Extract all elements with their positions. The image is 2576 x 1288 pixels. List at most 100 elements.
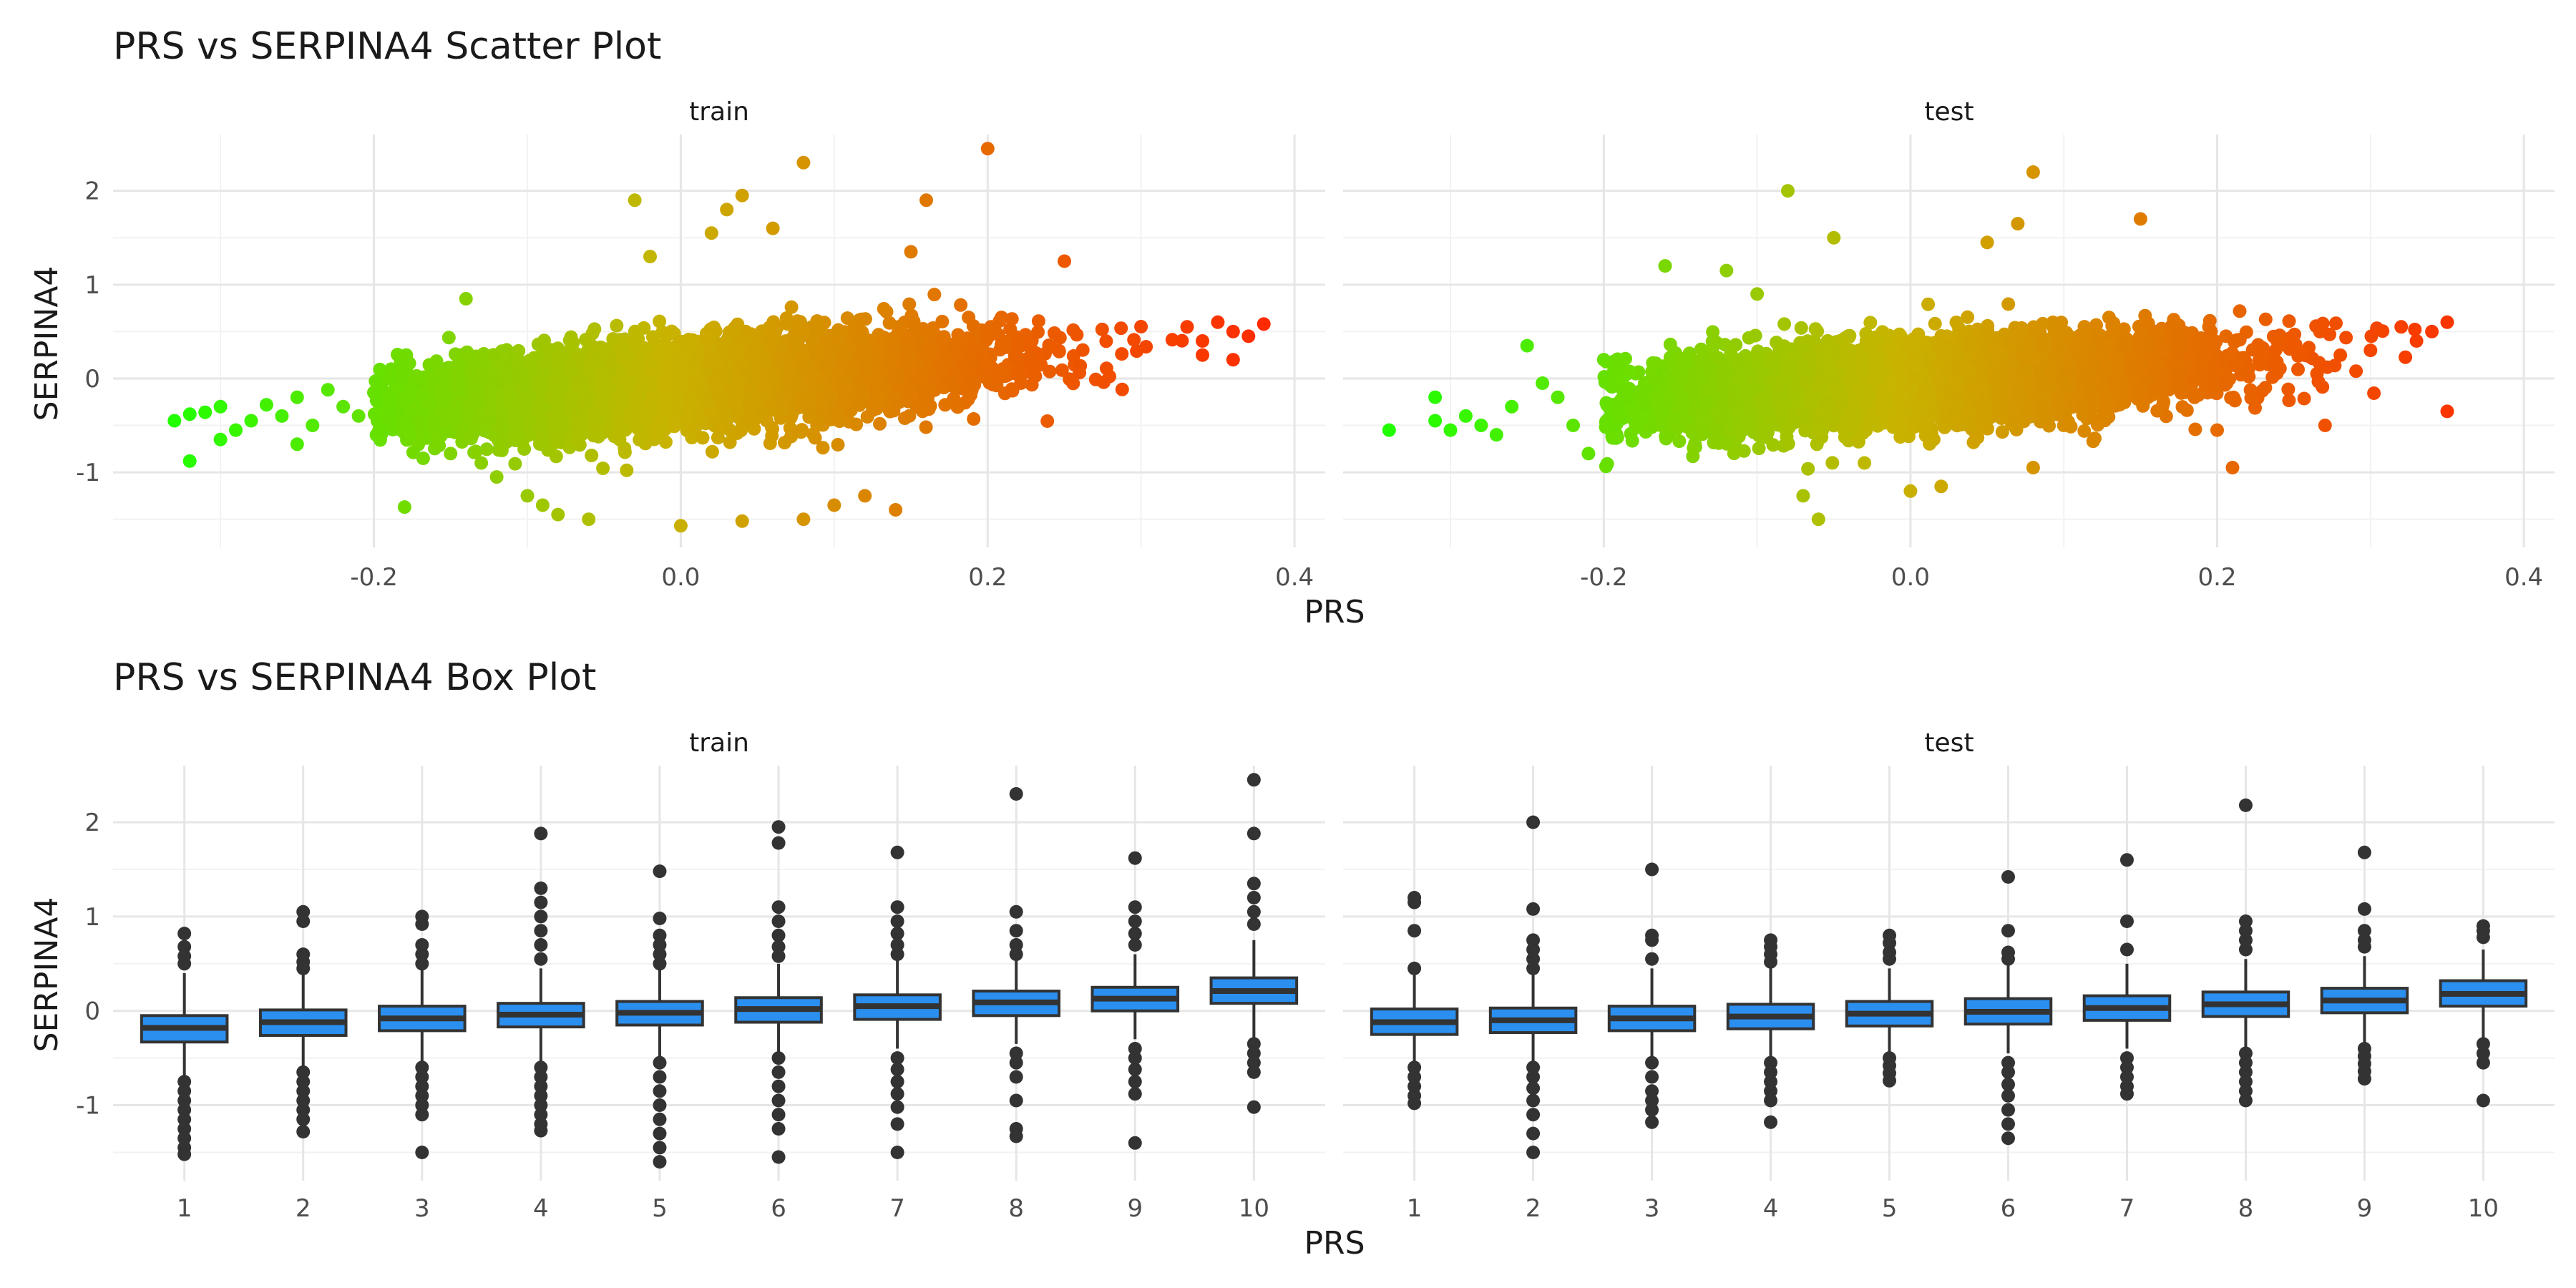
scatter-point <box>369 374 383 389</box>
scatter-point <box>437 379 452 393</box>
scatter-point <box>620 463 634 477</box>
scatter-point <box>487 348 501 362</box>
scatter-point <box>923 399 937 413</box>
scatter-point <box>667 419 681 434</box>
scatter-point <box>984 320 998 334</box>
scatter-point <box>639 413 653 427</box>
scatter-point <box>872 394 886 409</box>
scatter-point <box>1099 334 1113 348</box>
scatter-point <box>831 335 845 349</box>
scatter-point <box>406 445 420 459</box>
scatter-point <box>794 425 808 439</box>
scatter-point <box>436 364 450 378</box>
scatter-point <box>399 392 413 406</box>
scatter-point <box>955 333 969 347</box>
scatter-point <box>1031 325 1045 339</box>
scatter-point <box>927 288 942 302</box>
scatter-point <box>1073 358 1088 373</box>
scatter-point <box>1005 384 1020 398</box>
scatter-point <box>886 371 900 385</box>
scatter-point <box>512 343 526 358</box>
scatter-point <box>1096 375 1111 389</box>
scatter-point <box>396 364 410 378</box>
scatter-point <box>854 335 868 348</box>
scatter-point <box>1114 321 1128 336</box>
scatter-point <box>902 409 917 423</box>
scatter-point <box>778 436 791 450</box>
scatter-point <box>743 401 756 415</box>
scatter-point <box>773 343 787 358</box>
scatter-title: PRS vs SERPINA4 Scatter Plot <box>113 25 661 68</box>
scatter-point <box>707 321 721 334</box>
scatter-point <box>497 368 512 382</box>
scatter-point <box>904 384 919 399</box>
scatter-point <box>806 427 820 441</box>
scatter-point <box>784 300 799 314</box>
scatter-point <box>596 462 610 475</box>
scatter-point <box>452 384 466 399</box>
scatter-point <box>585 449 599 462</box>
scatter-point <box>481 412 495 426</box>
scatter-point <box>535 381 549 395</box>
scatter-point <box>889 388 903 402</box>
scatter-point <box>1003 322 1018 336</box>
scatter-point <box>1031 314 1045 328</box>
scatter-point <box>816 441 830 455</box>
scatter-point <box>967 330 982 344</box>
scatter-point <box>416 452 430 465</box>
scatter-point <box>409 369 424 383</box>
scatter-point <box>1095 322 1109 336</box>
scatter-point <box>902 348 917 363</box>
scatter-point <box>967 412 981 426</box>
scatter-point <box>384 370 398 384</box>
scatter-point <box>1040 414 1055 428</box>
scatter-point <box>838 396 852 410</box>
scatter-point <box>937 330 951 344</box>
scatter-point <box>645 394 660 408</box>
scatter-points <box>167 142 2454 533</box>
scatter-point <box>1066 376 1080 391</box>
scatter-point <box>831 438 845 452</box>
scatter-point <box>467 360 481 374</box>
scatter-point <box>908 321 922 335</box>
scatter-point <box>575 428 588 442</box>
scatter-point <box>902 297 917 311</box>
scatter-point <box>436 391 450 405</box>
scatter-point <box>1134 320 1148 333</box>
scatter-point <box>653 314 667 328</box>
scatter-point <box>711 356 725 371</box>
scatter-point <box>696 431 710 445</box>
scatter-point <box>684 396 698 410</box>
scatter-point <box>482 400 497 414</box>
scatter-point <box>1008 349 1022 364</box>
scatter-point <box>466 426 480 441</box>
scatter-point <box>482 384 497 399</box>
scatter-point <box>662 343 676 357</box>
scatter-point <box>516 376 530 391</box>
scatter-point <box>854 391 869 405</box>
scatter-point <box>610 318 624 333</box>
scatter-point <box>978 371 992 385</box>
scatter-strip-test: test <box>1924 97 1974 127</box>
scatter-point <box>962 311 976 325</box>
scatter-point <box>371 424 386 438</box>
scatter-point <box>441 331 456 345</box>
scatter-point <box>919 420 933 434</box>
scatter-point <box>765 429 779 443</box>
scatter-point <box>1070 328 1084 342</box>
scatter-point <box>416 386 431 401</box>
scatter-point <box>838 346 852 361</box>
scatter-point <box>1127 333 1141 347</box>
scatter-point <box>1052 344 1066 358</box>
scatter-point <box>744 327 758 341</box>
scatter-chart: PRS vs SERPINA4 Scatter Plot train test … <box>29 25 2555 630</box>
scatter-point <box>508 457 522 471</box>
scatter-point <box>844 363 858 377</box>
scatter-point <box>632 387 646 401</box>
scatter-point <box>885 331 899 346</box>
scatter-point <box>873 416 887 431</box>
scatter-point <box>1130 344 1144 358</box>
scatter-point <box>1005 312 1019 326</box>
scatter-point <box>402 426 416 441</box>
scatter-point <box>1022 351 1035 366</box>
